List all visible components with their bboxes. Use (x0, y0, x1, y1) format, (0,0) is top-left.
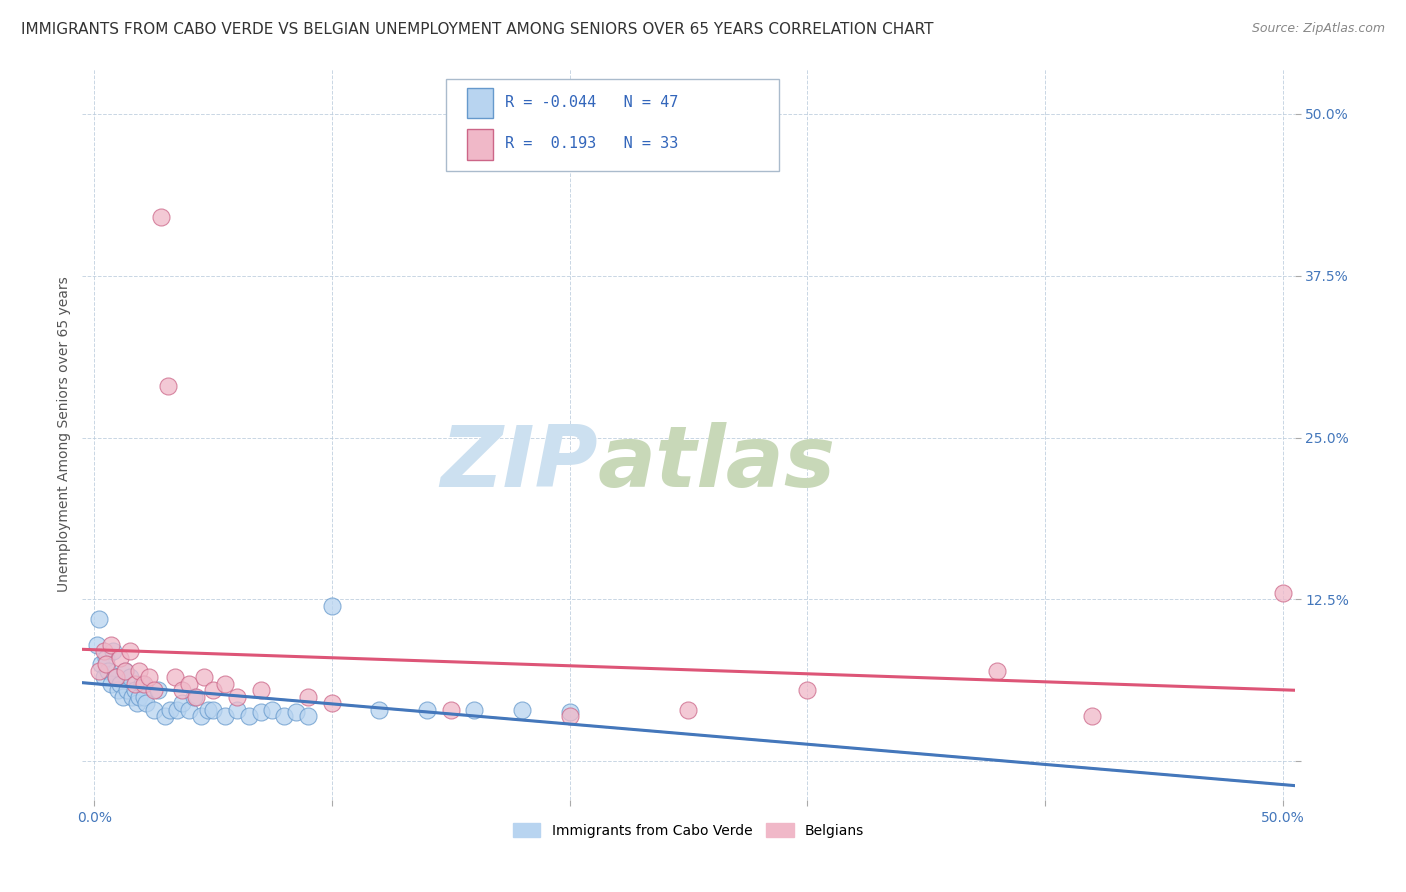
Point (249, 683, 271, 698)
Text: IMMIGRANTS FROM CABO VERDE VS BELGIAN UNEMPLOYMENT AMONG SENIORS OVER 65 YEARS C: IMMIGRANTS FROM CABO VERDE VS BELGIAN UN… (21, 22, 934, 37)
Point (166, 702, 188, 716)
Point (135, 696, 157, 710)
Point (128, 690, 150, 704)
Point (238, 709, 260, 723)
Point (214, 676, 236, 690)
FancyBboxPatch shape (446, 79, 779, 171)
Y-axis label: Unemployment Among Seniors over 65 years: Unemployment Among Seniors over 65 years (58, 277, 72, 592)
Point (163, 670, 186, 684)
Point (142, 683, 165, 698)
Point (796, 683, 818, 698)
Point (128, 664, 150, 678)
Point (1271, 586, 1294, 600)
Point (94, 650, 117, 665)
Point (678, 702, 700, 716)
Point (186, 690, 208, 704)
Point (94, 657, 117, 672)
Point (100, 638, 122, 652)
Point (118, 644, 141, 658)
Point (93, 644, 115, 658)
Point (249, 705, 271, 719)
Text: R = -0.044   N = 47: R = -0.044 N = 47 (505, 95, 679, 110)
Point (510, 702, 533, 716)
Point (110, 676, 132, 690)
Point (214, 709, 236, 723)
Point (273, 709, 295, 723)
Point (225, 690, 247, 704)
Point (190, 709, 212, 723)
Point (124, 683, 146, 698)
Point (114, 664, 136, 678)
Point (172, 696, 194, 710)
Point (100, 676, 122, 690)
Point (1081, 709, 1104, 723)
Text: ZIP: ZIP (440, 422, 598, 505)
Point (103, 644, 125, 658)
Point (179, 702, 201, 716)
Point (262, 702, 284, 716)
Point (463, 702, 485, 716)
Point (124, 676, 146, 690)
Legend: Immigrants from Cabo Verde, Belgians: Immigrants from Cabo Verde, Belgians (506, 816, 872, 845)
Point (142, 702, 165, 716)
Point (87, 612, 110, 626)
Point (138, 670, 160, 684)
Point (131, 676, 153, 690)
FancyBboxPatch shape (467, 129, 494, 160)
Point (148, 683, 170, 698)
Point (183, 690, 205, 704)
Point (132, 676, 155, 690)
Point (117, 683, 139, 698)
Point (107, 683, 129, 698)
Text: Source: ZipAtlas.com: Source: ZipAtlas.com (1251, 22, 1385, 36)
Point (172, 683, 194, 698)
Point (368, 702, 391, 716)
Point (104, 670, 127, 684)
Point (87, 664, 110, 678)
Point (225, 702, 247, 716)
Point (197, 702, 219, 716)
Point (202, 702, 225, 716)
Point (416, 702, 439, 716)
Point (179, 676, 201, 690)
Point (125, 696, 148, 710)
Point (111, 690, 134, 704)
Point (121, 690, 143, 704)
Point (90, 657, 112, 672)
Point (104, 670, 127, 684)
Point (321, 696, 343, 710)
Point (114, 664, 136, 678)
Point (159, 702, 181, 716)
Point (297, 709, 319, 723)
Point (93, 670, 115, 684)
Point (558, 705, 581, 719)
Point (149, 211, 172, 225)
Point (132, 690, 155, 704)
Text: R =  0.193   N = 33: R = 0.193 N = 33 (505, 136, 679, 152)
Point (97, 664, 120, 678)
Point (321, 599, 343, 613)
Point (118, 670, 141, 684)
Point (202, 683, 225, 698)
Point (986, 664, 1008, 678)
Point (285, 705, 308, 719)
Point (156, 379, 179, 393)
Point (193, 670, 215, 684)
FancyBboxPatch shape (467, 87, 494, 119)
Point (110, 650, 132, 665)
Text: atlas: atlas (598, 422, 835, 505)
Point (558, 709, 581, 723)
Point (155, 709, 177, 723)
Point (440, 702, 463, 716)
Point (297, 690, 319, 704)
Point (86, 638, 108, 652)
